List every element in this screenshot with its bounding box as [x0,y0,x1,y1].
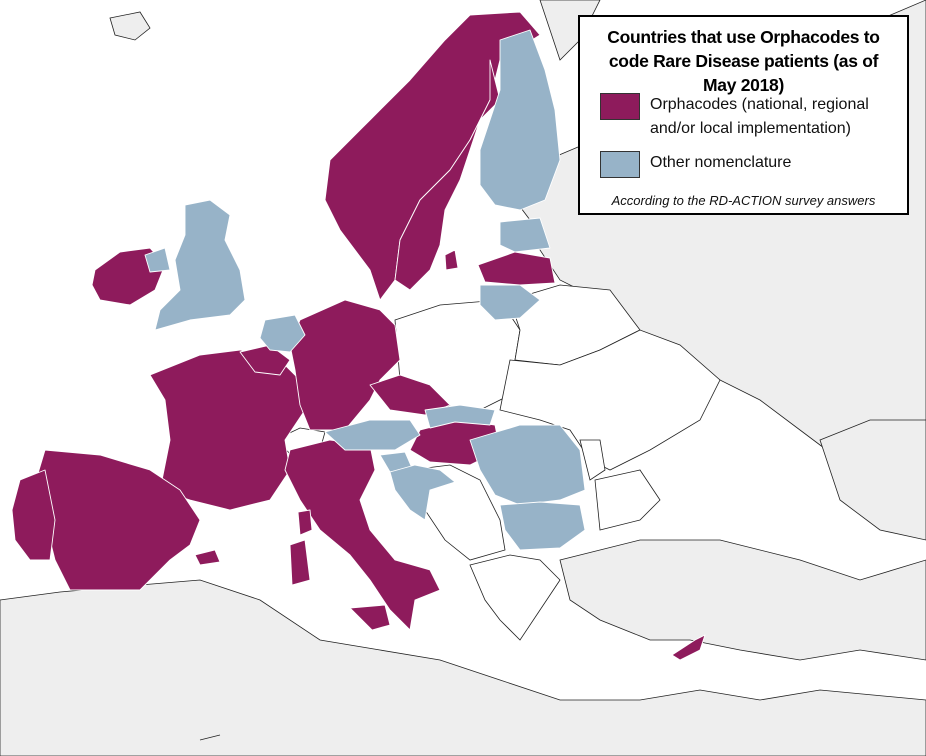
orphacodes-countries [11,11,706,661]
country-czech [369,374,451,416]
land-greenland-iceland [109,11,151,41]
map-legend: Countries that use Orphacodes to code Ra… [578,15,909,215]
country-germany [289,299,401,431]
country-northern-ireland [144,247,171,273]
country-slovakia [424,404,496,429]
country-finland [479,29,561,211]
country-portugal [11,469,56,561]
non-survey-europe [274,284,721,641]
land-turkey [559,539,926,661]
country-ukraine [499,329,721,471]
country-romania [469,424,586,506]
country-austria [324,419,421,451]
country-cyprus [671,634,706,661]
legend-title: Countries that use Orphacodes to code Ra… [607,27,880,95]
country-netherlands [259,314,306,353]
country-moldova [579,439,606,481]
legend-label-orphacodes: Orphacodes (national, regional and/or lo… [650,96,869,137]
country-estonia [499,217,551,253]
country-sweden [394,59,501,291]
country-croatia [389,464,456,521]
legend-item-other: Other nomenclature [600,151,890,178]
country-greece [469,554,561,641]
country-corsica [297,509,313,536]
other-nomenclature-countries [144,29,586,551]
land-north-africa [0,579,926,756]
legend-item-orphacodes: Orphacodes (national, regional and/or lo… [600,93,890,141]
legend-note: According to the RD-ACTION survey answer… [611,193,876,208]
country-gotland [444,249,459,271]
country-belgium-lux [239,344,291,376]
country-uk [154,199,246,331]
country-balearic [194,549,221,566]
country-bulgaria [499,501,586,551]
country-sicily [349,604,391,631]
country-lithuania [479,284,541,321]
land-caucasus [819,419,926,541]
country-sardinia [289,539,311,586]
legend-label-other: Other nomenclature [650,154,792,171]
swatch-other [600,151,640,178]
borders [199,469,661,741]
country-italy [284,439,441,631]
swatch-orphacodes [600,93,640,120]
